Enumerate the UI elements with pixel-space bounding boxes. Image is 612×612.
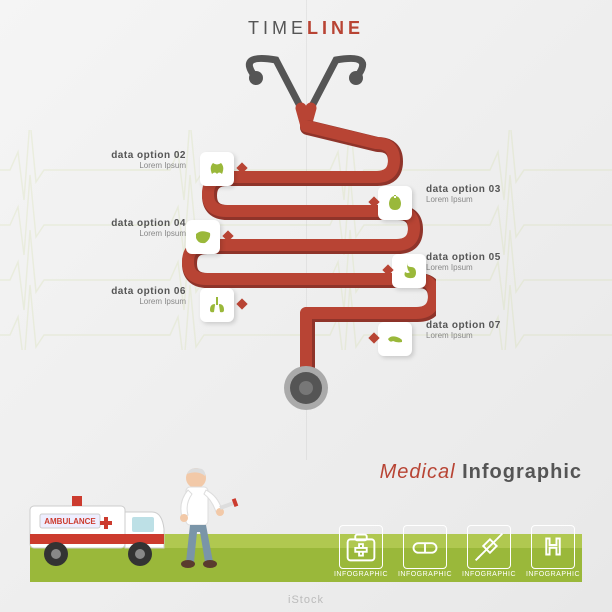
pancreas-icon [378,322,412,356]
pill-icon [403,525,447,569]
hospital-icon: H [531,525,575,569]
footer-icon-pill: Infographic [396,525,454,578]
data-option-label: data option 03 [426,184,586,195]
footer-icon-medkit: Infographic [332,525,390,578]
footer-icons: Infographic Infographic Infographic H Infogr… [332,525,582,578]
footer-icon-label: Infographic [396,571,454,578]
footer-icon-label: Infographic [524,571,582,578]
data-option-body: Lorem Ipsum [426,331,586,340]
data-option-label: data option 06 [26,286,186,297]
data-option-label: data option 04 [26,218,186,229]
syringe-icon [467,525,511,569]
footer-icon-hospital: H Infographic [524,525,582,578]
data-option-label: data option 05 [426,252,586,263]
footer-icon-label: Infographic [460,571,518,578]
thyroid-icon [200,152,234,186]
page-title: timeline [248,18,364,39]
liver-icon [186,220,220,254]
data-option-body: Lorem Ipsum [26,297,186,306]
data-option-label: data option 07 [426,320,586,331]
bladder-icon [378,186,412,220]
ambulance-icon: AMBULANCE [22,484,172,574]
data-option-06: data option 06Lorem Ipsum [26,286,186,306]
footer-icon-syringe: Infographic [460,525,518,578]
data-option-03: data option 03Lorem Ipsum [426,184,586,204]
title-prefix: time [248,18,307,38]
svg-text:AMBULANCE: AMBULANCE [44,517,96,526]
svg-text:H: H [545,534,562,560]
title-accent: line [307,18,364,38]
footer-title-accent: Infographic [462,461,582,483]
stomach-icon [392,254,426,288]
footer-title: Medical Infographic [380,461,582,484]
footer: Medical Infographic AMBULANCE Infographi… [30,467,582,582]
data-option-04: data option 04Lorem Ipsum [26,218,186,238]
data-option-body: Lorem Ipsum [26,229,186,238]
data-option-05: data option 05Lorem Ipsum [426,252,586,272]
data-option-02: data option 02Lorem Ipsum [26,150,186,170]
data-option-label: data option 02 [26,150,186,161]
footer-icon-label: Infographic [332,571,390,578]
lungs-icon [200,288,234,322]
watermark: iStock [288,594,324,606]
footer-title-prefix: Medical [380,461,462,483]
data-option-07: data option 07Lorem Ipsum [426,320,586,340]
data-option-body: Lorem Ipsum [426,195,586,204]
medkit-icon [339,525,383,569]
data-option-body: Lorem Ipsum [26,161,186,170]
data-option-body: Lorem Ipsum [426,263,586,272]
doctor-icon [160,462,240,572]
